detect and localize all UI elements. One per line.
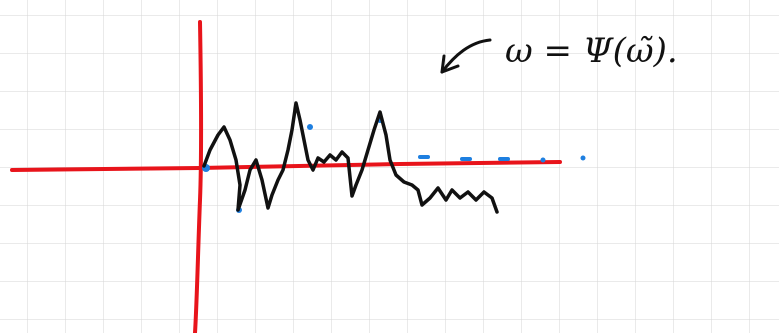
formula: ω = Ψ(ω̃). (505, 31, 678, 71)
sketch: ω = Ψ(ω̃). (0, 0, 779, 333)
